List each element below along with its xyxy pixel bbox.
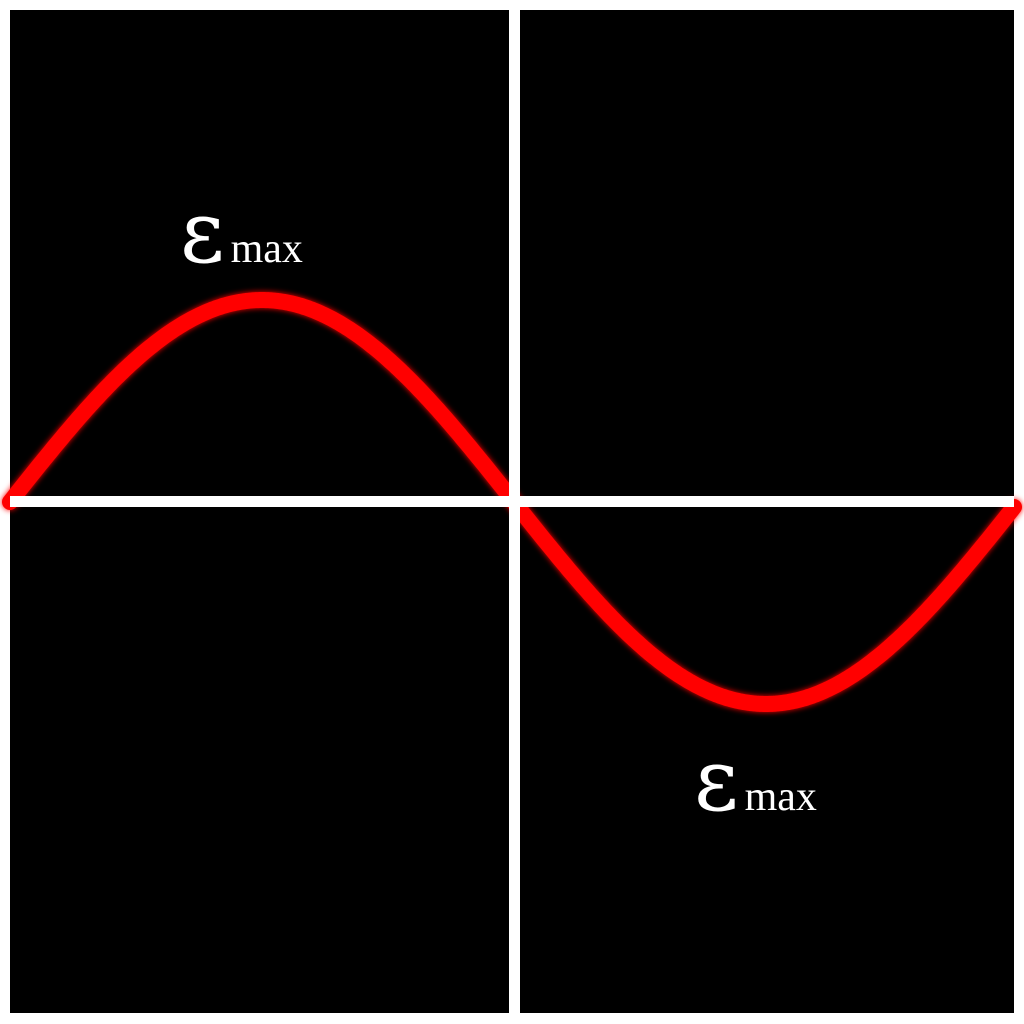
quadrant-top-left xyxy=(10,10,509,496)
trough-label-subscript: max xyxy=(745,774,817,820)
peak-label: ε max xyxy=(180,183,303,283)
trough-label-symbol: ε xyxy=(694,731,739,831)
quadrant-bottom-right xyxy=(520,507,1014,1013)
peak-label-subscript: max xyxy=(231,226,303,272)
trough-label: ε max xyxy=(694,731,817,831)
peak-label-symbol: ε xyxy=(180,183,225,283)
quadrant-bottom-left xyxy=(10,507,509,1013)
vertical-axis-line xyxy=(509,10,520,1014)
quadrant-top-right xyxy=(520,10,1014,496)
